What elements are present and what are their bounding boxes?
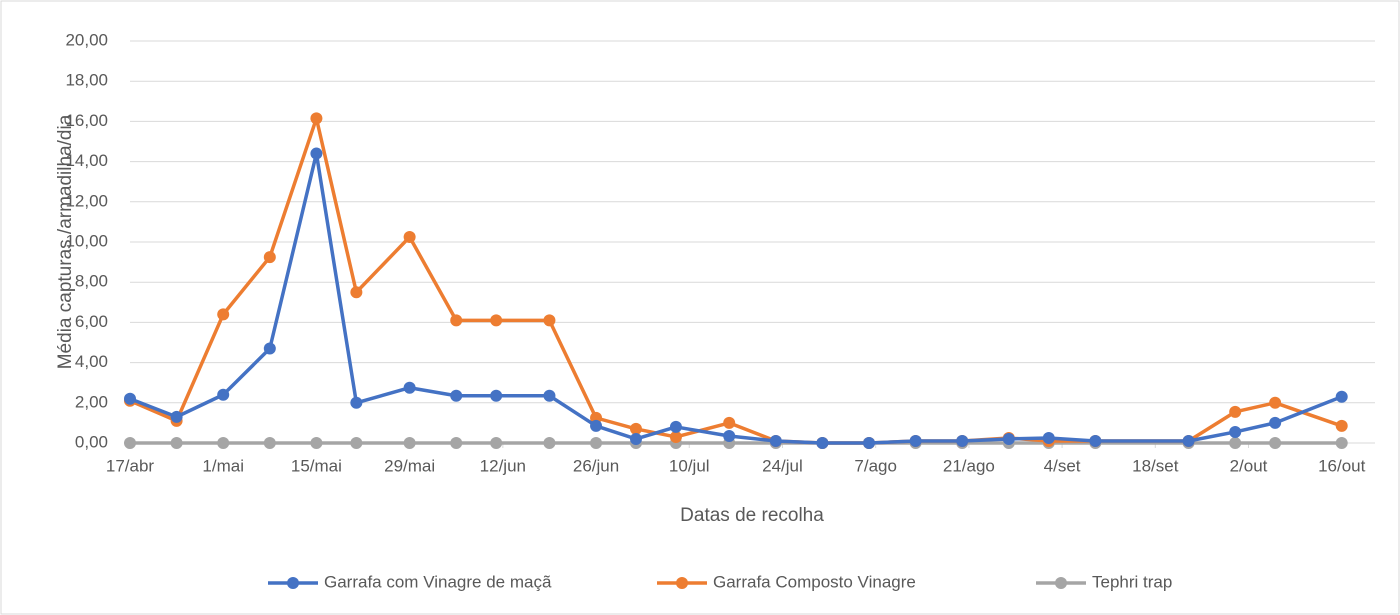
y-tick-label: 18,00 (65, 71, 108, 90)
data-point (723, 416, 736, 429)
x-tick-label: 15/mai (291, 456, 342, 475)
data-point (590, 437, 603, 449)
legend-label: Tephri trap (1092, 572, 1172, 591)
data-point (1229, 437, 1242, 449)
series-line (129, 151, 1343, 445)
data-point (450, 437, 463, 449)
data-point (450, 314, 463, 327)
data-point (956, 434, 969, 447)
data-point (909, 434, 922, 447)
data-point (263, 437, 276, 449)
data-point (403, 437, 416, 449)
data-point (590, 419, 603, 432)
data-point (350, 396, 363, 409)
data-point (1229, 425, 1242, 438)
x-tick-label: 29/mai (384, 456, 435, 475)
data-point (217, 388, 230, 401)
y-tick-label: 4,00 (75, 352, 108, 371)
data-point (490, 314, 503, 327)
data-point (263, 251, 276, 264)
data-point (1042, 431, 1055, 444)
data-point (669, 430, 682, 443)
x-tick-label: 16/out (1318, 456, 1366, 475)
data-point (816, 437, 829, 449)
data-point (629, 432, 642, 445)
data-point (1229, 405, 1242, 418)
y-tick-label: 8,00 (75, 272, 108, 291)
data-point (669, 420, 682, 433)
x-tick-label: 10/jul (669, 456, 710, 475)
data-point (490, 437, 503, 449)
data-point (217, 308, 230, 321)
data-point (170, 410, 183, 423)
data-point (1089, 434, 1102, 447)
data-point (490, 389, 503, 402)
y-tick-label: 16,00 (65, 111, 108, 130)
data-point (403, 381, 416, 394)
y-axis-label: Média capturas /armadilha/dia (55, 114, 76, 369)
data-point (543, 314, 556, 327)
x-tick-label: 1/mai (202, 456, 244, 475)
data-point (310, 112, 323, 125)
data-point (350, 437, 363, 449)
data-point (1269, 437, 1282, 449)
legend-marker (1055, 577, 1067, 589)
legend-label: Garrafa Composto Vinagre (713, 572, 916, 591)
y-tick-label: 10,00 (65, 231, 108, 250)
y-tick-label: 20,00 (65, 30, 108, 49)
y-tick-label: 2,00 (75, 392, 108, 411)
y-tick-label: 0,00 (75, 432, 108, 451)
x-axis-label: Datas de recolha (680, 505, 824, 526)
data-point (403, 230, 416, 243)
x-tick-label: 12/jun (480, 456, 526, 475)
data-point (863, 437, 876, 449)
legend-label: Garrafa com Vinagre de maçã (324, 572, 552, 591)
data-point (124, 392, 136, 405)
x-tick-label: 7/ago (854, 456, 897, 475)
x-tick-label: 18/set (1132, 456, 1179, 475)
data-point (629, 422, 642, 435)
data-point (1335, 437, 1348, 449)
legend-marker (676, 577, 688, 589)
data-point (1335, 390, 1348, 403)
data-point (1269, 396, 1282, 409)
x-tick-label: 21/ago (943, 456, 995, 475)
data-point (1182, 434, 1195, 447)
data-point (350, 286, 363, 299)
x-tick-label: 24/jul (762, 456, 803, 475)
data-point (450, 389, 463, 402)
data-point (1335, 419, 1348, 432)
data-point (124, 437, 136, 449)
x-tick-label: 4/set (1044, 456, 1081, 475)
data-point (170, 437, 183, 449)
data-point (543, 389, 556, 402)
data-point (310, 147, 323, 160)
x-tick-label: 17/abr (106, 456, 155, 475)
x-tick-label: 26/jun (573, 456, 619, 475)
y-tick-label: 6,00 (75, 312, 108, 331)
legend-marker (287, 577, 299, 589)
x-tick-label: 2/out (1230, 456, 1268, 475)
data-point (263, 342, 276, 355)
data-point (543, 437, 556, 449)
data-point (217, 437, 230, 449)
data-point (723, 429, 736, 442)
y-tick-label: 12,00 (65, 191, 108, 210)
data-point (310, 437, 323, 449)
data-point (1002, 432, 1015, 445)
data-point (1269, 416, 1282, 429)
y-tick-label: 14,00 (65, 151, 108, 170)
data-point (769, 434, 782, 447)
